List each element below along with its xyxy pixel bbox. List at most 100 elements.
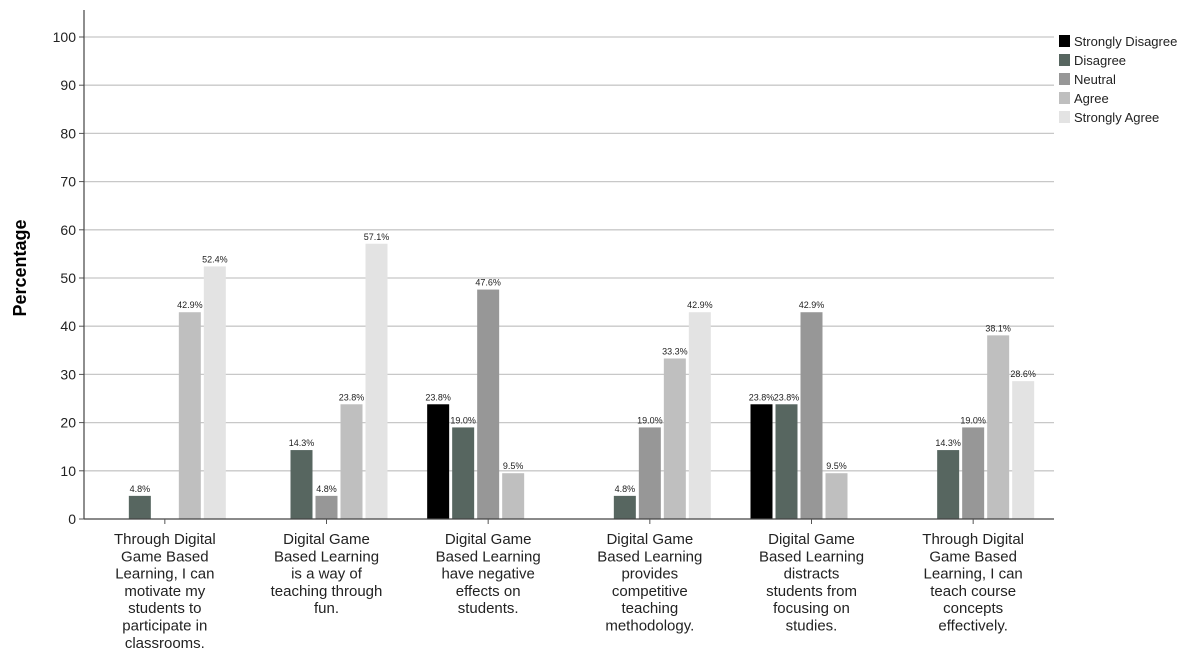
bar bbox=[613, 495, 636, 519]
data-label: 28.6% bbox=[1010, 369, 1036, 379]
category-label: concepts bbox=[943, 600, 1003, 617]
category-label: Through Digital bbox=[114, 531, 216, 548]
y-axis-label: Percentage bbox=[10, 219, 30, 316]
category-label: distracts bbox=[784, 566, 840, 583]
bar bbox=[340, 404, 363, 519]
category-label: Learning, I can bbox=[115, 566, 214, 583]
bar bbox=[688, 312, 711, 519]
y-tick-label: 90 bbox=[60, 77, 76, 93]
category-label: effects on bbox=[456, 583, 521, 600]
legend-label: Strongly Disagree bbox=[1074, 34, 1177, 49]
data-label: 42.9% bbox=[687, 300, 713, 310]
category-label: students from bbox=[766, 583, 857, 600]
category-label: Digital Game bbox=[606, 531, 693, 548]
data-label: 14.3% bbox=[935, 438, 961, 448]
data-label: 4.8% bbox=[615, 484, 636, 494]
data-label: 23.8% bbox=[339, 392, 365, 402]
bar bbox=[452, 427, 475, 519]
category-label: Based Learning bbox=[274, 548, 379, 565]
data-labels: 4.8% 42.9% 52.4% 14.3% 4.8% 23.8% 57.1% 23.8% 19… bbox=[130, 232, 1036, 494]
bar bbox=[775, 404, 798, 519]
bar bbox=[800, 312, 823, 519]
category-label: methodology. bbox=[605, 618, 694, 635]
category-label: classrooms. bbox=[125, 635, 205, 652]
legend-swatch bbox=[1059, 73, 1070, 85]
data-label: 42.9% bbox=[177, 300, 203, 310]
bar bbox=[365, 243, 388, 519]
bar bbox=[203, 266, 226, 519]
bar bbox=[825, 473, 848, 519]
y-tick-label: 20 bbox=[60, 415, 76, 431]
data-label: 23.8% bbox=[774, 392, 800, 402]
bar bbox=[477, 289, 500, 519]
y-tick-label: 70 bbox=[60, 174, 76, 190]
bar bbox=[937, 450, 960, 519]
data-label: 4.8% bbox=[130, 484, 151, 494]
data-label: 14.3% bbox=[289, 438, 315, 448]
y-tick-label: 100 bbox=[53, 29, 77, 45]
data-label: 19.0% bbox=[637, 415, 663, 425]
category-label: Through Digital bbox=[922, 531, 1024, 548]
category-label: teaching bbox=[621, 600, 678, 617]
bar bbox=[1012, 381, 1035, 519]
bar bbox=[178, 312, 201, 519]
category-label: competitive bbox=[612, 583, 688, 600]
y-tick-label: 60 bbox=[60, 222, 76, 238]
data-label: 4.8% bbox=[316, 484, 337, 494]
bar bbox=[663, 358, 686, 519]
bar bbox=[750, 404, 773, 519]
category-label: provides bbox=[621, 566, 678, 583]
bar bbox=[962, 427, 985, 519]
legend-label: Disagree bbox=[1074, 53, 1126, 68]
category-label: fun. bbox=[314, 600, 339, 617]
legend-swatch bbox=[1059, 111, 1070, 123]
data-label: 19.0% bbox=[450, 415, 476, 425]
category-label: participate in bbox=[122, 618, 207, 635]
legend-swatch bbox=[1059, 54, 1070, 66]
category-label: Digital Game bbox=[445, 531, 532, 548]
category-label: Based Learning bbox=[759, 548, 864, 565]
category-label: focusing on bbox=[773, 600, 850, 617]
category-label: Digital Game bbox=[283, 531, 370, 548]
category-label: students to bbox=[128, 600, 201, 617]
category-label: Game Based bbox=[121, 548, 209, 565]
category-label: is a way of bbox=[291, 566, 363, 583]
category-label: teach course bbox=[930, 583, 1016, 600]
y-tick-label: 40 bbox=[60, 318, 76, 334]
y-tick-label: 10 bbox=[60, 463, 76, 479]
legend-label: Agree bbox=[1074, 91, 1109, 106]
data-label: 52.4% bbox=[202, 254, 228, 264]
data-label: 47.6% bbox=[475, 278, 501, 288]
data-label: 57.1% bbox=[364, 232, 390, 242]
legend-swatch bbox=[1059, 92, 1070, 104]
legend: Strongly Disagree Disagree Neutral Agree Str… bbox=[1059, 34, 1177, 125]
bar bbox=[987, 335, 1010, 519]
category-label: Learning, I can bbox=[924, 566, 1023, 583]
y-tick-label: 80 bbox=[60, 125, 76, 141]
bar bbox=[290, 450, 313, 519]
legend-label: Neutral bbox=[1074, 72, 1116, 87]
category-label: Based Learning bbox=[436, 548, 541, 565]
bar bbox=[427, 404, 450, 519]
category-label: students. bbox=[458, 600, 519, 617]
axes bbox=[83, 10, 1054, 520]
category-label: have negative bbox=[441, 566, 534, 583]
bar bbox=[128, 495, 151, 519]
bar bbox=[315, 495, 338, 519]
gridlines bbox=[84, 36, 1054, 472]
data-label: 33.3% bbox=[662, 346, 688, 356]
y-tick-label: 30 bbox=[60, 366, 76, 382]
category-label: effectively. bbox=[938, 618, 1007, 635]
category-label: studies. bbox=[786, 618, 838, 635]
data-label: 19.0% bbox=[960, 415, 986, 425]
category-label: Digital Game bbox=[768, 531, 855, 548]
data-label: 9.5% bbox=[503, 461, 524, 471]
data-label: 38.1% bbox=[985, 323, 1011, 333]
bars bbox=[128, 243, 1035, 519]
data-label: 42.9% bbox=[799, 300, 825, 310]
y-axis-ticks: 0 10 20 30 40 50 60 70 80 90 100 bbox=[53, 29, 84, 527]
y-tick-label: 0 bbox=[68, 511, 76, 527]
y-tick-label: 50 bbox=[60, 270, 76, 286]
